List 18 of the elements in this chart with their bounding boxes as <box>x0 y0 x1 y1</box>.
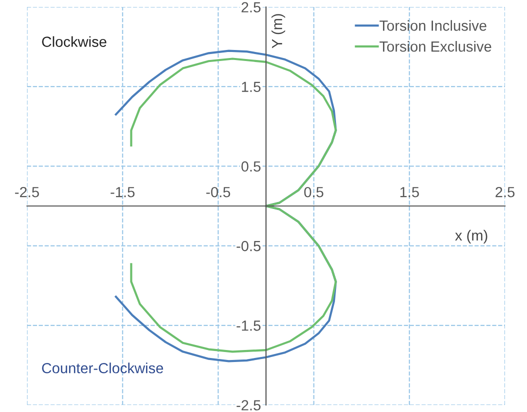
x-tick-label: -2.5 <box>15 186 39 198</box>
x-tick-label: 0.5 <box>304 186 324 198</box>
legend-label: Torsion Exclusive <box>380 41 492 52</box>
x-axis-title: x (m) <box>455 230 488 244</box>
annotation: Counter-Clockwise <box>42 362 164 374</box>
y-tick-label: 0.5 <box>241 161 261 172</box>
y-tick-label: 2.5 <box>242 2 261 12</box>
x-tick-label: 1.5 <box>400 187 419 198</box>
x-tick-label: -0.5 <box>206 186 230 198</box>
y-tick-label: 1.5 <box>242 82 261 92</box>
x-tick-label: 2.5 <box>496 186 515 198</box>
y-tick-label: -0.5 <box>236 240 261 252</box>
y-tick-label: -2.5 <box>236 400 261 410</box>
x-tick-label: -1.5 <box>110 187 135 198</box>
annotation: Clockwise <box>42 36 106 47</box>
y-axis-title: Y (m) <box>272 14 286 48</box>
legend-label: Torsion Inclusive <box>380 20 486 31</box>
y-tick-label: -1.5 <box>236 320 261 331</box>
